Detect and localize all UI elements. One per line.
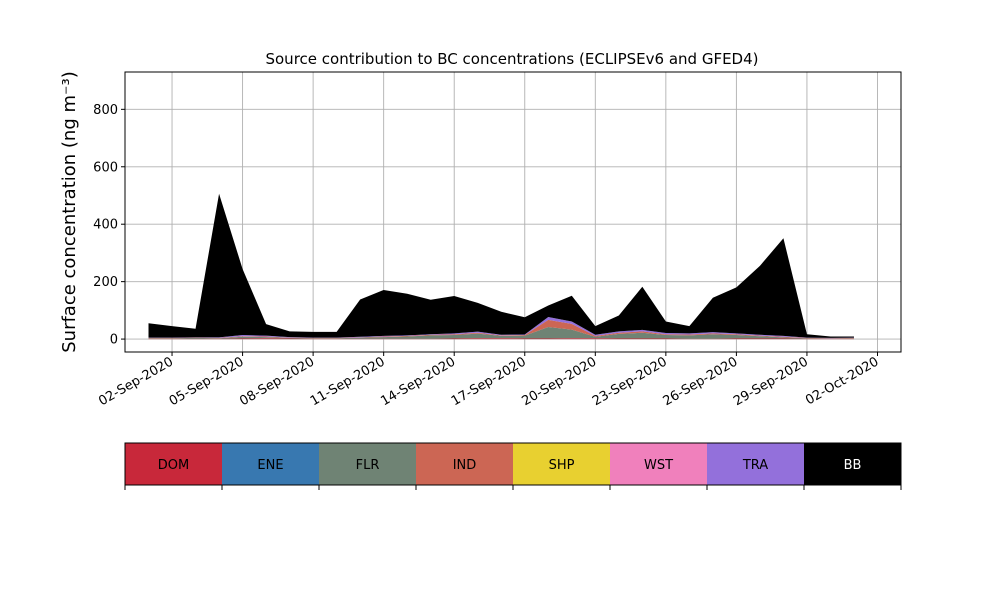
y-axis: 0 200 400 600 800 [93,103,125,348]
y-tick-label: 200 [93,275,118,290]
x-tick-label: 08-Sep-2020 [237,354,317,409]
x-tick-label: 02-Sep-2020 [96,354,176,409]
colorbar-label-wst: WST [644,458,673,473]
area-series-bb [148,193,854,338]
x-tick-label: 20-Sep-2020 [519,354,599,409]
chart-title: Source contribution to BC concentrations… [265,50,758,68]
colorbar-label-bb: BB [844,458,862,473]
colorbar-swatch-ene [222,443,319,485]
y-axis-label: Surface concentration (ng m⁻³) [59,71,80,353]
plot-frame [124,71,902,353]
x-tick-label: 02-Oct-2020 [803,354,881,408]
x-tick-label: 05-Sep-2020 [167,354,247,409]
y-tick-label: 800 [93,103,118,118]
x-tick-label: 29-Sep-2020 [731,354,811,409]
colorbar-swatch-bb [804,443,901,485]
x-tick-label: 17-Sep-2020 [449,354,529,409]
colorbar-label-ind: IND [453,458,477,473]
area-series-flr [148,327,854,339]
colorbar-label-tra: TRA [742,458,768,473]
colorbar-swatch-flr [319,443,416,485]
area-series-tra [148,316,854,339]
x-axis: 02-Sep-202005-Sep-202008-Sep-202011-Sep-… [96,352,881,409]
colorbar-swatch-wst [610,443,707,485]
area-series-dom [148,338,854,340]
colorbar-swatch-ind [416,443,513,485]
x-tick-label: 23-Sep-2020 [590,354,670,409]
x-tick-label: 14-Sep-2020 [378,354,458,409]
colorbar-label-shp: SHP [549,458,575,473]
y-tick-label: 0 [110,333,118,348]
colorbar-label-ene: ENE [257,458,283,473]
colorbar-label-dom: DOM [158,458,189,473]
colorbar-frame [124,442,902,486]
colorbar-swatch-tra [707,443,804,485]
x-tick-label: 26-Sep-2020 [661,354,741,409]
colorbar-swatch-shp [513,443,610,485]
colorbar-label-flr: FLR [356,458,380,473]
y-tick-label: 600 [93,160,118,175]
y-tick-label: 400 [93,218,118,233]
colorbar-swatch-dom [125,443,222,485]
x-tick-label: 11-Sep-2020 [308,354,388,409]
stacked-areas [148,193,854,340]
source-colorbar-legend: DOM ENE FLR IND SHP WST TRA BB [124,442,902,490]
